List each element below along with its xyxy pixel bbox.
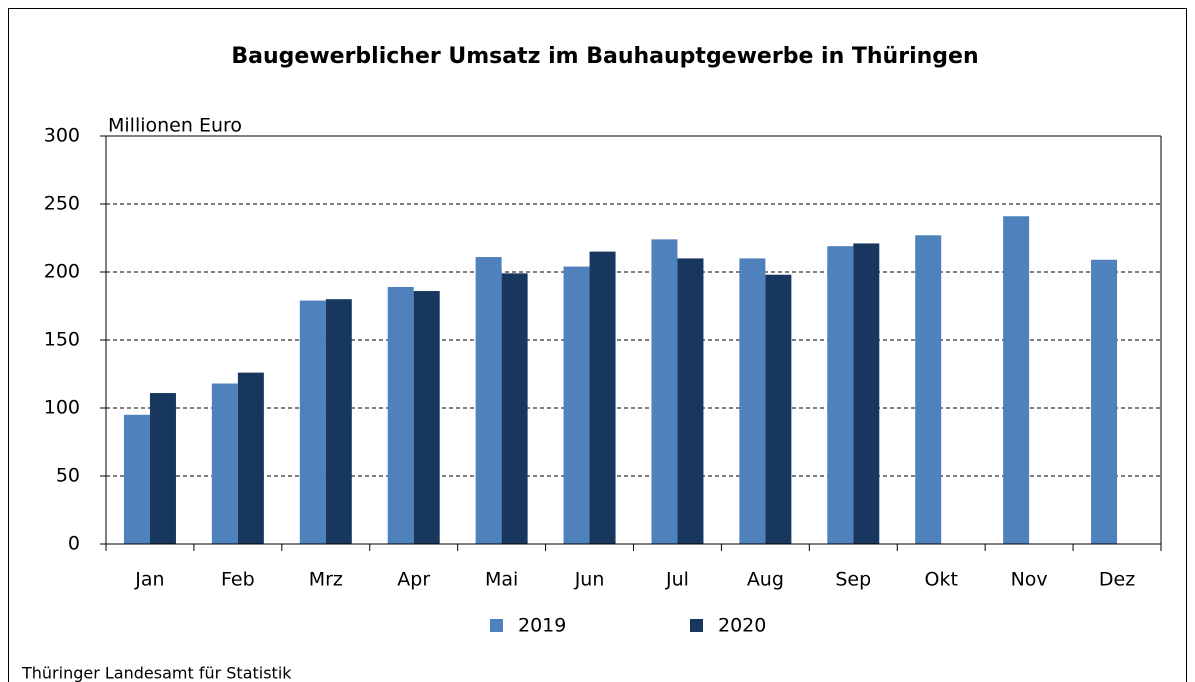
bar: [413, 291, 440, 544]
x-tick-label: Mrz: [309, 569, 343, 591]
chart-title: Baugewerblicher Umsatz im Bauhauptgewerb…: [231, 44, 978, 69]
y-tick-label: 50: [56, 465, 80, 487]
legend-label: 2019: [518, 615, 566, 637]
legend-swatch: [490, 619, 503, 632]
x-tick-label: Nov: [1011, 569, 1048, 591]
bar: [475, 257, 502, 544]
bar: [739, 258, 766, 544]
y-axis-label: Millionen Euro: [108, 115, 242, 137]
y-tick-label: 150: [44, 329, 80, 351]
bar: [123, 414, 150, 544]
bar: [299, 300, 326, 544]
bar: [915, 235, 942, 544]
bar: [325, 299, 352, 544]
bar: [211, 383, 238, 544]
x-tick-label: Apr: [397, 569, 430, 591]
x-tick-label: Jul: [665, 569, 689, 591]
x-tick-label: Mai: [485, 569, 518, 591]
frame: [8, 8, 1187, 682]
x-tick-label: Feb: [221, 569, 255, 591]
x-tick-label: Jan: [134, 569, 164, 591]
y-tick-label: 200: [44, 261, 80, 283]
y-tick-label: 250: [44, 193, 80, 215]
bar: [149, 393, 176, 544]
bar: [1003, 216, 1030, 545]
bar: [677, 258, 704, 544]
bar: [765, 274, 792, 544]
source: Thüringer Landesamt für Statistik: [21, 664, 292, 682]
bar: [651, 239, 678, 545]
y-tick-label: 0: [68, 533, 80, 555]
bar: [853, 243, 880, 544]
bar: [1091, 259, 1118, 544]
x-tick-label: Aug: [747, 569, 784, 591]
y-tick-label: 100: [44, 397, 80, 419]
y-tick-label: 300: [44, 125, 80, 147]
legend-label: 2020: [718, 615, 766, 637]
bar: [827, 246, 854, 544]
bar: [387, 286, 414, 544]
bar: [563, 266, 590, 544]
bar: [589, 251, 616, 544]
x-tick-label: Okt: [924, 569, 957, 591]
x-tick-label: Dez: [1099, 569, 1135, 591]
bar: [237, 372, 264, 544]
legend-swatch: [690, 619, 703, 632]
bar: [501, 273, 528, 544]
x-tick-label: Jun: [574, 569, 605, 591]
x-tick-label: Sep: [835, 569, 871, 591]
